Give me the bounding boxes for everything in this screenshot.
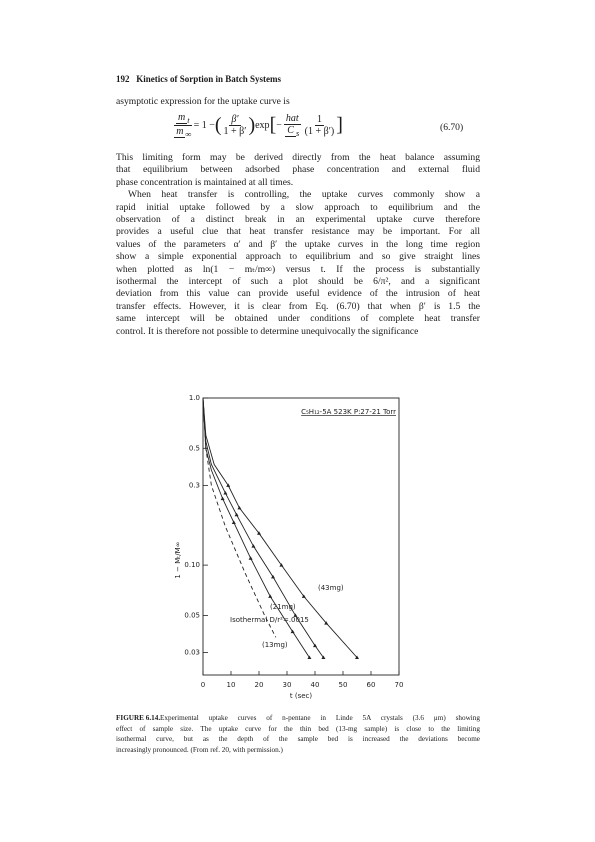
marker (324, 621, 329, 625)
eq-text: = 1 − (193, 120, 215, 131)
text-line: control. It is therefore not possible to… (116, 325, 419, 337)
x-tick-label: 20 (255, 681, 264, 689)
caption-line: Experimental uptake curves of n-pentane … (160, 714, 480, 722)
plot-frame (202, 397, 400, 676)
marker (279, 563, 284, 567)
x-axis-label: t (sec) (290, 692, 313, 700)
marker (313, 643, 317, 648)
chart-title: C₅H₁₂-5A 523K P:27-21 Torr (301, 408, 396, 416)
y-tick-label: 0.03 (184, 648, 200, 656)
x-tick-label: 70 (395, 681, 404, 689)
series-line (202, 397, 358, 658)
series-line (202, 397, 324, 658)
marker (220, 496, 225, 501)
eq-text: [ (269, 114, 277, 136)
y-tick-label: 0.5 (189, 444, 200, 452)
y-axis-label: 1 − Mₜ/M∞ (174, 541, 182, 578)
eq-text: (1 + β′) (304, 126, 335, 137)
text-line: phase concentration is maintained at all… (116, 176, 294, 188)
x-tick-label: 10 (227, 681, 236, 689)
marker (271, 574, 275, 579)
eq-text: 1 + β′ (223, 126, 247, 137)
marker (251, 544, 256, 548)
marker (231, 520, 236, 524)
x-tick-label: 40 (311, 681, 320, 689)
eq-text: ( (214, 114, 222, 136)
series-label: Isothermal D/r²=.0015 (230, 616, 309, 624)
dashed-curve (202, 397, 277, 638)
marker (268, 594, 273, 598)
text-line: asymptotic expression for the uptake cur… (116, 96, 290, 107)
marker (237, 505, 242, 510)
x-tick-label: 0 (201, 681, 205, 689)
marker (307, 655, 312, 659)
marker (293, 613, 298, 617)
text-line: observation of a distinct break in an ex… (116, 214, 480, 225)
eq-text: m (176, 112, 188, 124)
text-line: same intercept will be obtained under co… (116, 313, 480, 325)
marker (226, 483, 231, 487)
caption-line: isothermal curve, but as the depth of th… (116, 735, 480, 743)
caption-line: increasingly pronounced. (From ref. 20, … (116, 745, 283, 754)
marker (301, 594, 306, 598)
text-line: that equilibrium between adsorbed phase … (116, 164, 480, 176)
text-line: rapid initial uptake followed by a slow … (116, 201, 480, 213)
eq-text: β′ (229, 114, 241, 126)
eq-text: − (276, 120, 282, 131)
running-title: Kinetics of Sorption in Batch Systems (136, 74, 282, 84)
eq-text: t (187, 116, 190, 125)
marker (290, 629, 295, 634)
marker (223, 491, 228, 495)
y-tick-label: 0.3 (189, 481, 200, 489)
text-line: deviation from this value can provide us… (116, 288, 480, 300)
page-number: 192 (116, 74, 130, 84)
eq-text: s (295, 129, 300, 138)
caption-line: effect of sample size. The uptake curve … (116, 724, 480, 733)
text-line: When heat transfer is controlling, the u… (128, 189, 480, 201)
eq-text: ) (248, 114, 256, 136)
x-tick-label: 50 (339, 681, 348, 689)
marker (248, 556, 253, 560)
text-line: when plotted as ln(1 − mₜ/m∞) versus t. … (116, 263, 480, 275)
eq-text: ∞ (185, 130, 192, 139)
series-label: (43mg) (318, 584, 344, 592)
eq-text: m (174, 126, 186, 138)
y-tick-label: 1.0 (189, 394, 200, 402)
marker (257, 531, 261, 535)
x-tick-label: 60 (367, 681, 376, 689)
marker (321, 655, 326, 659)
text-line: isothermal the intercept of such a plot … (116, 276, 480, 287)
eq-text: hat (283, 113, 301, 125)
eq-text: C (285, 125, 296, 137)
y-tick-label: 0.05 (184, 611, 200, 619)
eq-text: exp (255, 120, 270, 131)
x-tick-label: 30 (283, 681, 292, 689)
marker (234, 512, 239, 517)
y-tick-label: 0.10 (184, 561, 200, 569)
text-line: transfer effects. However, it is clear f… (116, 300, 480, 312)
marker (355, 655, 359, 659)
eq-text: ] (336, 114, 343, 136)
eq-text: 1 (314, 114, 324, 126)
equation-number: (6.70) (440, 122, 464, 133)
text-line: values of the parameters α′ and β′ the u… (116, 238, 480, 250)
text-line: show a simple exponential approach to eq… (116, 251, 480, 263)
caption-label: FIGURE 6.14. (116, 714, 161, 722)
text-line: This limiting form may be derived direct… (116, 152, 480, 163)
series-label: (21mg) (270, 603, 296, 611)
header: 192 Kinetics of Sorption in Batch System… (116, 74, 281, 84)
series-label: (13mg) (262, 641, 288, 649)
text-line: provides a useful clue that heat transfe… (116, 226, 480, 238)
